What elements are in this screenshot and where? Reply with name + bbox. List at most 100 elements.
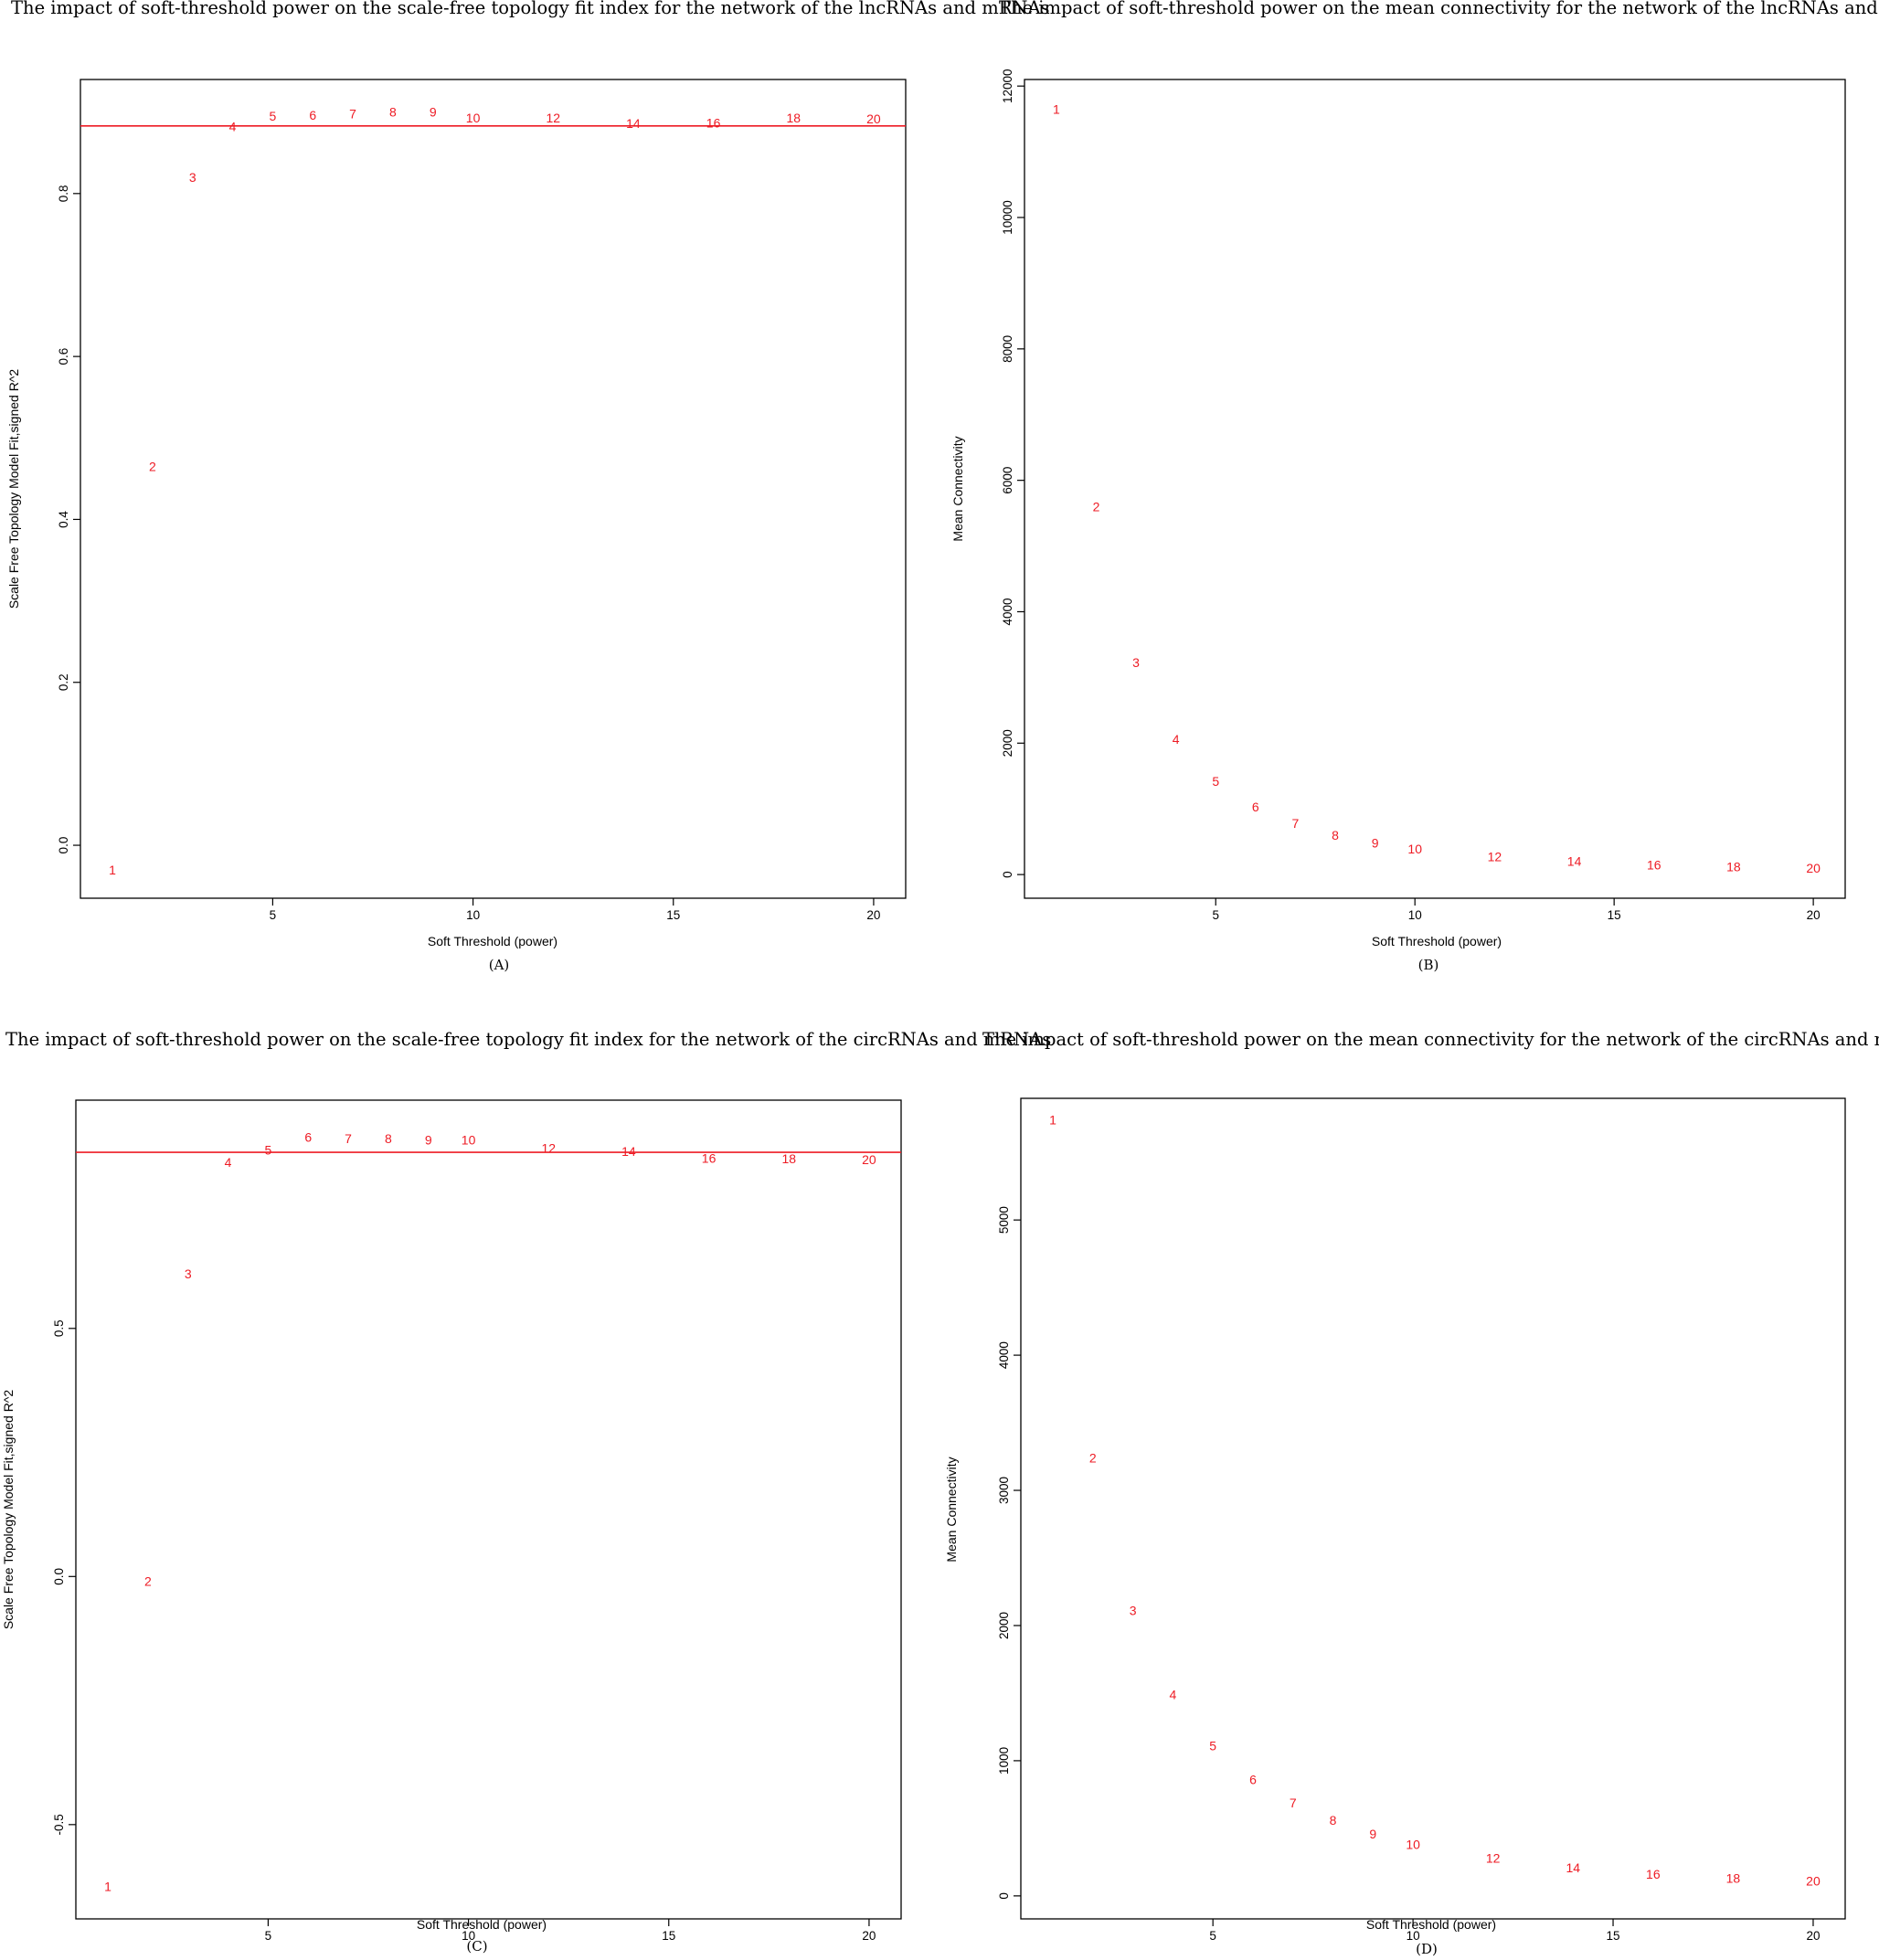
data-point-label: 7 xyxy=(345,1131,352,1146)
data-point-label: 7 xyxy=(1290,1796,1297,1810)
y-tick-label: 0.4 xyxy=(57,511,70,528)
panel-c-y-axis-label: Scale Free Topology Model Fit,signed R^2 xyxy=(1,1390,16,1630)
data-point-label: 6 xyxy=(309,108,316,122)
data-point-label: 5 xyxy=(1209,1739,1216,1753)
x-tick-label: 15 xyxy=(666,908,680,922)
data-point-label: 3 xyxy=(185,1266,192,1281)
data-point-label: 5 xyxy=(1212,774,1219,789)
panel-d-x-axis: 5 10 15 20 xyxy=(1209,1919,1820,1943)
y-tick-label: 0 xyxy=(1001,871,1014,878)
y-tick-label: 2000 xyxy=(997,1612,1011,1639)
x-tick-label: 15 xyxy=(1608,908,1621,922)
panel-c-y-axis: -0.5 0.0 0.5 xyxy=(52,1319,76,1835)
panel-b-y-axis-label: Mean Connectivity xyxy=(950,436,965,541)
x-tick-label: 10 xyxy=(1408,908,1422,922)
data-point-label: 2 xyxy=(149,459,156,473)
data-point-label: 1 xyxy=(104,1880,111,1894)
data-point-label: 18 xyxy=(781,1151,796,1166)
data-point-label: 12 xyxy=(1486,1850,1501,1865)
data-point-label: 16 xyxy=(1646,1867,1661,1881)
panel-b: The impact of soft-threshold power on th… xyxy=(950,0,1879,973)
x-tick-label: 20 xyxy=(1806,1929,1820,1943)
data-point-label: 10 xyxy=(466,111,481,125)
panel-a-y-axis: 0.0 0.2 0.4 0.6 0.8 xyxy=(57,185,80,853)
y-tick-label: 10000 xyxy=(1001,200,1014,235)
data-point-label: 20 xyxy=(1806,1874,1821,1889)
panel-b-plot-frame xyxy=(1024,79,1846,899)
y-tick-label: 3000 xyxy=(997,1477,1011,1504)
data-point-label: 18 xyxy=(1726,859,1741,874)
data-point-label: 8 xyxy=(1332,828,1339,842)
panel-d: The impact of soft-threshold power on th… xyxy=(944,1029,1879,1957)
panel-a-y-axis-label: Scale Free Topology Model Fit,signed R^2 xyxy=(6,369,21,609)
data-point-label: 9 xyxy=(430,105,437,120)
data-point-label: 16 xyxy=(1647,857,1661,872)
x-tick-label: 5 xyxy=(1212,908,1219,922)
panel-c-title: The impact of soft-threshold power on th… xyxy=(5,1029,1051,1050)
panel-b-letter: (B) xyxy=(1418,957,1439,973)
x-tick-label: 10 xyxy=(462,1929,475,1943)
panel-d-y-axis: 0 1000 2000 3000 4000 5000 xyxy=(997,1206,1021,1900)
panel-d-title: The impact of soft-threshold power on th… xyxy=(982,1029,1879,1050)
data-point-label: 14 xyxy=(1567,854,1582,869)
data-point-label: 8 xyxy=(1330,1813,1337,1828)
data-point-label: 4 xyxy=(225,1155,232,1170)
data-point-label: 14 xyxy=(1566,1860,1580,1875)
y-tick-label: 2000 xyxy=(1001,729,1014,757)
panel-c: The impact of soft-threshold power on th… xyxy=(1,1029,1051,1955)
data-point-label: 12 xyxy=(546,111,560,125)
data-point-label: 1 xyxy=(1049,1113,1056,1128)
data-point-label: 3 xyxy=(189,170,196,185)
x-tick-label: 10 xyxy=(1407,1929,1420,1943)
data-point-label: 8 xyxy=(389,105,397,120)
panel-a: The impact of soft-threshold power on th… xyxy=(6,0,1050,973)
data-point-label: 12 xyxy=(1488,850,1502,864)
data-point-label: 2 xyxy=(144,1574,152,1589)
panel-d-x-axis-label: Soft Threshold (power) xyxy=(1366,1917,1496,1932)
data-point-label: 10 xyxy=(1407,842,1422,856)
data-point-label: 2 xyxy=(1093,499,1100,514)
y-tick-label: 8000 xyxy=(1001,335,1014,363)
data-point-label: 9 xyxy=(1369,1827,1376,1841)
data-point-label: 10 xyxy=(1406,1838,1420,1852)
data-point-label: 20 xyxy=(1806,861,1821,875)
data-point-label: 16 xyxy=(702,1151,717,1166)
data-point-label: 16 xyxy=(706,115,721,130)
panel-d-letter: (D) xyxy=(1416,1941,1438,1957)
x-tick-label: 5 xyxy=(270,908,277,922)
panel-b-x-axis-label: Soft Threshold (power) xyxy=(1372,934,1502,948)
y-tick-label: 12000 xyxy=(1001,69,1014,103)
x-tick-label: 20 xyxy=(866,908,880,922)
data-point-label: 4 xyxy=(229,120,237,134)
panel-a-letter: (A) xyxy=(489,957,510,973)
data-point-label: 20 xyxy=(866,111,881,126)
panel-a-title: The impact of soft-threshold power on th… xyxy=(11,0,1050,18)
data-point-label: 4 xyxy=(1169,1687,1176,1701)
data-point-label: 6 xyxy=(304,1130,312,1145)
x-tick-label: 5 xyxy=(265,1929,272,1943)
panel-c-x-axis-label: Soft Threshold (power) xyxy=(417,1917,547,1932)
panel-a-x-axis-label: Soft Threshold (power) xyxy=(428,934,557,948)
y-tick-label: -0.5 xyxy=(52,1814,66,1835)
data-point-label: 3 xyxy=(1130,1604,1137,1618)
y-tick-label: 0.8 xyxy=(57,185,70,202)
panel-b-title: The impact of soft-threshold power on th… xyxy=(999,0,1879,18)
data-point-label: 14 xyxy=(626,116,641,131)
panel-a-x-axis: 5 10 15 20 xyxy=(270,898,880,922)
y-tick-label: 0.6 xyxy=(57,348,70,366)
x-tick-label: 20 xyxy=(1807,908,1821,922)
panel-b-y-axis: 0 2000 4000 6000 8000 10000 12000 xyxy=(1001,69,1024,878)
panel-c-letter: (C) xyxy=(466,1938,487,1955)
data-point-label: 20 xyxy=(862,1152,876,1167)
data-point-label: 18 xyxy=(786,111,801,125)
data-point-label: 5 xyxy=(270,109,277,123)
data-point-label: 8 xyxy=(385,1131,392,1146)
data-point-label: 3 xyxy=(1132,655,1140,670)
y-tick-label: 4000 xyxy=(997,1341,1011,1369)
data-point-label: 9 xyxy=(425,1132,432,1147)
y-tick-label: 5000 xyxy=(997,1206,1011,1234)
